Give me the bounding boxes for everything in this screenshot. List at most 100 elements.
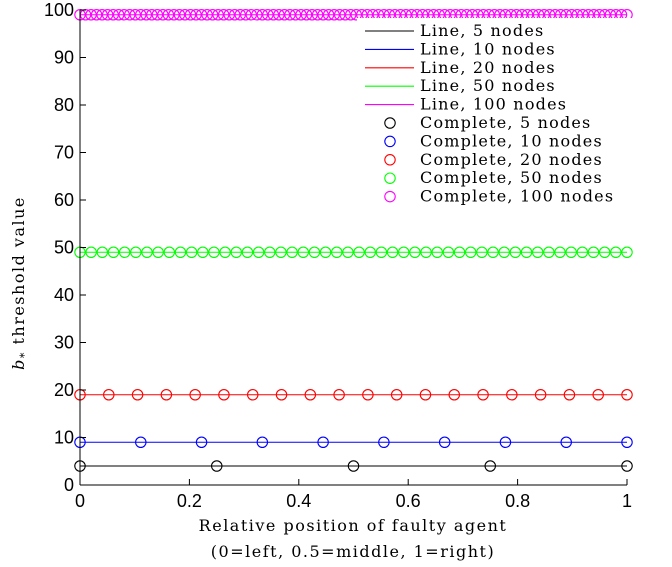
data-point xyxy=(621,460,633,472)
legend-entry-line-10-nodes: Line, 10 nodes xyxy=(365,39,556,58)
data-point xyxy=(107,246,120,259)
y-axis-label-subscript: * xyxy=(18,351,31,358)
data-point xyxy=(534,388,547,401)
data-point xyxy=(118,9,130,21)
data-point xyxy=(151,9,164,21)
data-point xyxy=(317,9,329,21)
x-axis-label: Relative position of faulty agent xyxy=(199,516,508,535)
data-point xyxy=(129,9,142,21)
data-point xyxy=(190,9,202,21)
data-point xyxy=(206,9,219,21)
data-point xyxy=(152,246,164,259)
data-point xyxy=(364,246,376,259)
data-point xyxy=(487,246,499,259)
data-point xyxy=(554,246,566,259)
data-point xyxy=(123,9,136,21)
data-point xyxy=(131,388,144,401)
data-point xyxy=(390,388,403,401)
x-axis-label-line2: (0=left, 0.5=middle, 1=right) xyxy=(211,542,495,561)
data-point xyxy=(289,9,302,21)
data-point xyxy=(101,9,114,21)
data-point xyxy=(350,9,363,21)
data-point xyxy=(112,9,125,21)
y-tick-label: 20 xyxy=(54,380,74,400)
data-point xyxy=(375,246,388,259)
series-markers-complete-20-nodes xyxy=(74,388,633,401)
legend-label: Complete, 50 nodes xyxy=(420,168,603,187)
data-point xyxy=(353,246,365,259)
x-tick-label: 0.4 xyxy=(286,491,311,511)
data-point xyxy=(173,9,186,21)
legend-label: Line, 100 nodes xyxy=(420,95,567,114)
data-point xyxy=(195,436,208,448)
data-point xyxy=(223,9,235,21)
legend-marker-swatch xyxy=(384,190,396,203)
y-axis-label: b* threshold value xyxy=(9,196,31,370)
data-point xyxy=(218,388,230,401)
data-point xyxy=(476,246,488,259)
data-point xyxy=(174,246,187,259)
data-point xyxy=(211,460,223,472)
data-point xyxy=(135,9,147,21)
legend-entry-line-5-nodes: Line, 5 nodes xyxy=(365,21,543,40)
data-point xyxy=(157,9,169,21)
data-point xyxy=(184,9,197,21)
data-point xyxy=(201,9,213,21)
data-point xyxy=(251,9,263,21)
y-axis-label-rest: threshold value xyxy=(9,196,28,351)
data-point xyxy=(295,9,307,21)
data-point xyxy=(85,9,97,21)
data-point xyxy=(409,246,421,259)
legend-label: Line, 10 nodes xyxy=(420,39,556,58)
data-point xyxy=(217,9,230,21)
data-point xyxy=(107,9,119,21)
data-point xyxy=(342,246,354,259)
data-point xyxy=(610,246,622,259)
data-point xyxy=(331,246,343,259)
data-point xyxy=(431,246,443,259)
data-point xyxy=(509,246,522,259)
data-point xyxy=(442,246,455,259)
data-point xyxy=(85,246,97,259)
y-axis-label-symbol: b xyxy=(9,358,28,370)
data-point xyxy=(484,460,496,472)
data-point xyxy=(189,388,201,401)
data-point xyxy=(317,436,329,448)
data-point xyxy=(240,9,252,21)
data-point xyxy=(621,388,633,401)
data-point xyxy=(146,9,158,21)
legend-label: Line, 50 nodes xyxy=(420,76,556,95)
data-point xyxy=(252,246,265,259)
y-tick-label: 30 xyxy=(54,333,74,353)
data-point xyxy=(273,9,285,21)
data-point xyxy=(256,436,269,448)
y-tick-label: 80 xyxy=(54,95,74,115)
data-point xyxy=(498,246,510,259)
y-tick-label: 100 xyxy=(44,0,74,20)
data-point xyxy=(208,246,220,259)
x-tick-label: 0.8 xyxy=(505,491,530,511)
data-point xyxy=(419,388,432,401)
data-point xyxy=(378,436,390,448)
data-point xyxy=(297,246,310,259)
y-axis-label-group: b* threshold value xyxy=(9,196,31,370)
data-point xyxy=(598,246,611,259)
legend-label: Complete, 10 nodes xyxy=(420,131,603,150)
legend-background xyxy=(357,18,655,228)
data-point xyxy=(278,9,291,21)
data-point xyxy=(347,460,360,472)
x-tick-label: 0.2 xyxy=(177,491,202,511)
data-point xyxy=(499,436,512,448)
data-point xyxy=(179,9,191,21)
legend-entry-line-100-nodes: Line, 100 nodes xyxy=(365,95,567,114)
data-point xyxy=(256,9,269,21)
data-point xyxy=(219,246,231,259)
data-point xyxy=(267,9,280,21)
data-point xyxy=(212,9,224,21)
data-point xyxy=(339,9,351,21)
data-point xyxy=(284,9,296,21)
